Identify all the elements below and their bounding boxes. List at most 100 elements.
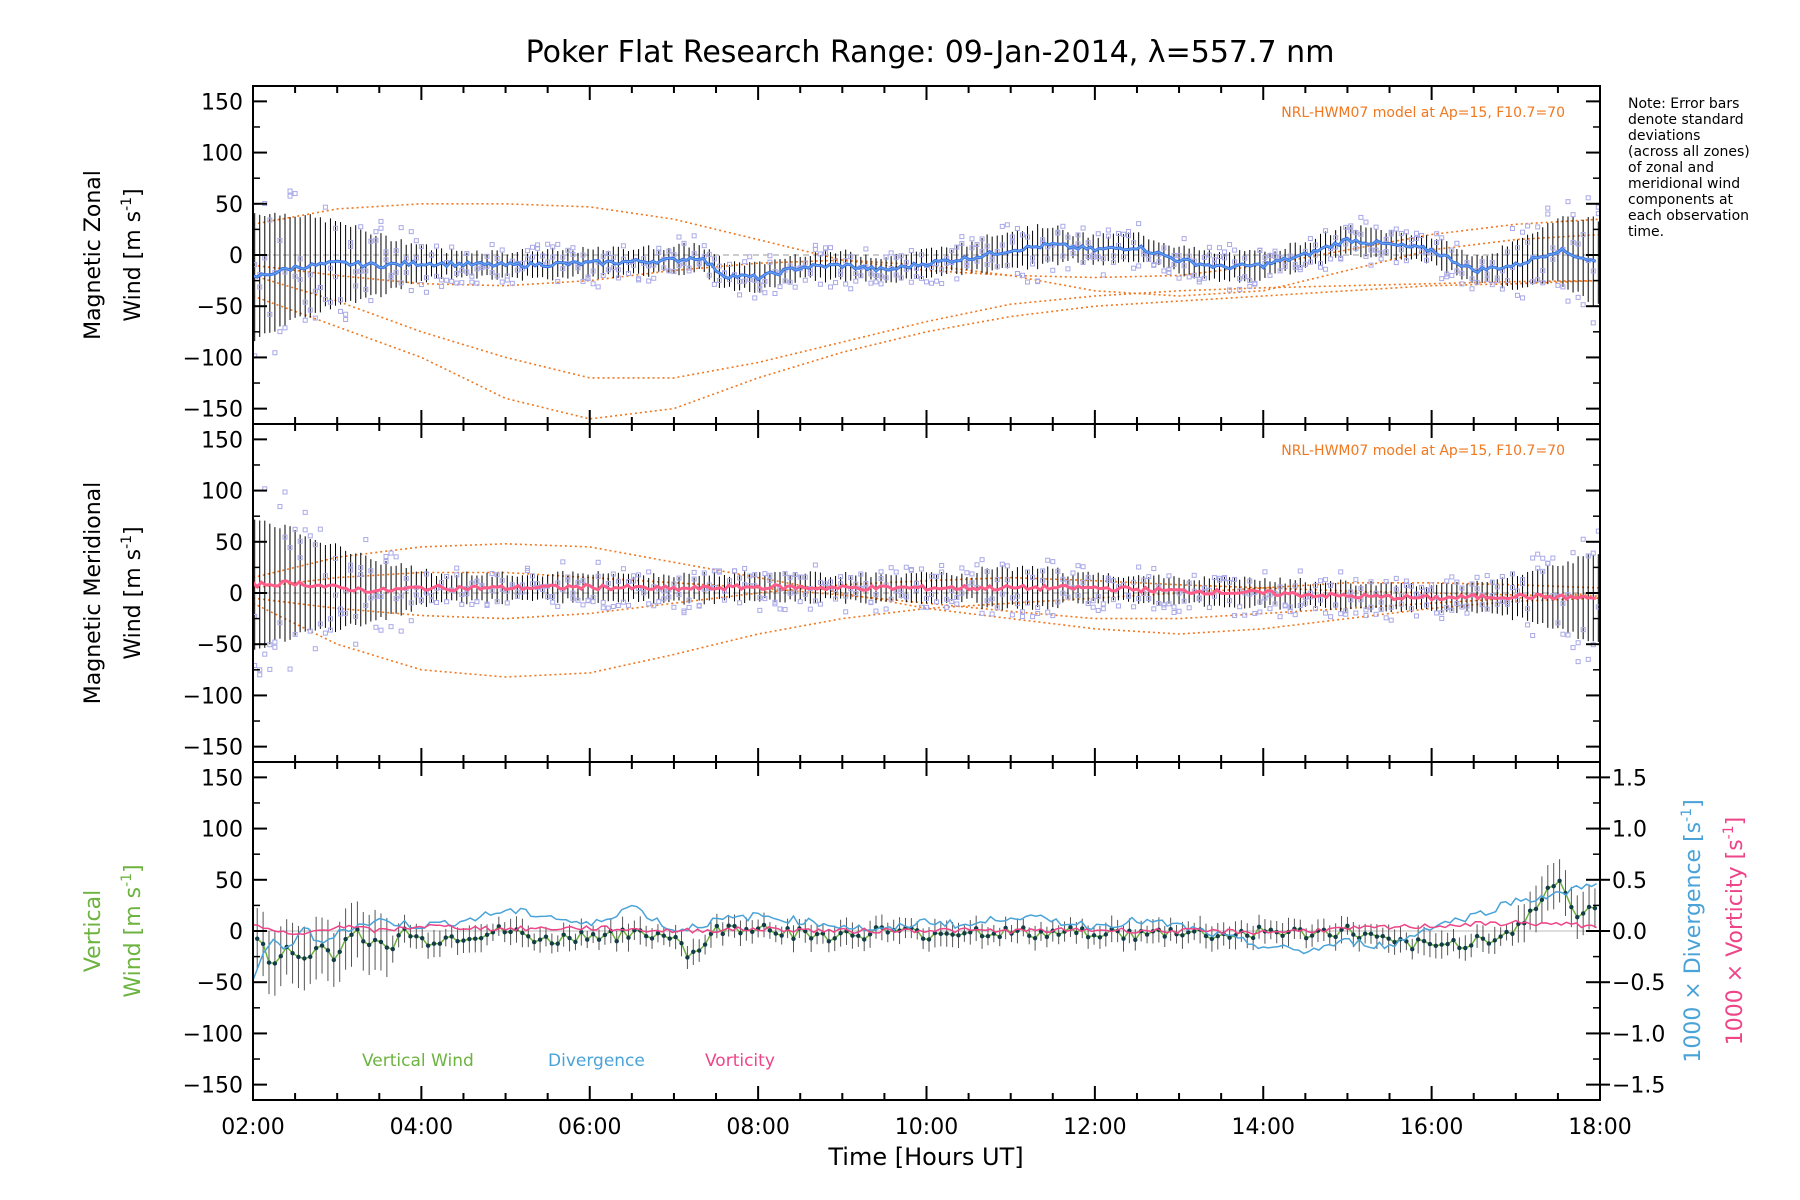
zone-sample	[1040, 568, 1046, 574]
zone-sample	[1201, 275, 1207, 281]
zone-sample	[1560, 284, 1566, 290]
zone-sample	[641, 590, 647, 596]
zone-sample	[262, 651, 268, 657]
vertical-wind-point	[779, 933, 784, 938]
zone-sample	[646, 569, 652, 575]
zonal-y-ticks: −150 −100 −50 0 50 100 150	[183, 86, 1601, 424]
vertical-wind-point	[337, 949, 342, 954]
zone-sample	[908, 566, 914, 572]
zone-sample	[363, 602, 369, 608]
zone-sample	[413, 255, 419, 261]
zone-sample	[1499, 598, 1505, 604]
zone-sample	[999, 223, 1005, 229]
zone-sample	[439, 579, 445, 585]
zone-sample	[307, 533, 313, 539]
zone-sample	[1459, 281, 1465, 287]
zone-sample	[378, 627, 384, 633]
zone-sample	[797, 599, 803, 605]
zone-sample	[413, 238, 419, 244]
zone-sample	[403, 270, 409, 276]
vertical-wind-point	[1021, 925, 1026, 930]
zone-sample	[1494, 275, 1500, 281]
zone-sample	[706, 251, 712, 257]
vertical-wind-point	[767, 928, 773, 933]
zone-sample	[1333, 235, 1339, 241]
zone-sample	[833, 596, 839, 602]
zone-sample	[1540, 280, 1546, 286]
zone-sample	[545, 241, 551, 247]
zone-sample	[1403, 258, 1409, 264]
zone-sample	[595, 559, 601, 565]
vertical-wind-point	[1445, 941, 1450, 947]
vertical-wind-point	[1333, 934, 1338, 940]
zone-sample	[1424, 602, 1430, 608]
zone-sample	[302, 527, 308, 533]
zone-sample	[514, 593, 520, 599]
zone-sample	[297, 277, 303, 283]
vertical-wind-point	[425, 943, 431, 948]
zone-sample	[272, 644, 278, 650]
vertical-panel-series	[252, 878, 1598, 981]
zone-sample	[444, 573, 450, 579]
zone-sample	[449, 278, 455, 284]
zone-sample	[428, 252, 434, 258]
zone-sample	[469, 273, 475, 279]
zone-sample	[1570, 239, 1576, 245]
zone-sample	[737, 600, 743, 606]
vertical-wind-point	[1410, 946, 1415, 952]
zone-sample	[636, 277, 642, 283]
meridional-ylabel-line1: Magnetic Meridional	[81, 482, 106, 704]
zone-sample	[671, 269, 677, 275]
zone-sample	[302, 299, 308, 305]
zone-sample	[1413, 591, 1419, 597]
zone-sample	[322, 296, 328, 302]
zone-sample	[1025, 600, 1031, 606]
zone-sample	[1110, 578, 1116, 584]
y-tick-label: 0	[229, 582, 243, 607]
zone-sample	[817, 281, 823, 287]
vertical-wind-point	[1527, 908, 1533, 913]
vertical-wind-point	[1415, 937, 1421, 942]
y2-tick-label: 1.5	[1612, 766, 1647, 791]
zone-sample	[757, 287, 763, 293]
zone-sample	[530, 254, 536, 260]
zone-sample	[762, 278, 768, 284]
zone-sample	[287, 666, 293, 672]
zone-sample	[974, 258, 980, 264]
vertical-wind-point	[950, 932, 955, 937]
zone-sample	[368, 298, 374, 304]
zone-sample	[631, 573, 637, 579]
zone-sample	[1479, 259, 1485, 265]
zone-sample	[560, 266, 566, 272]
zone-sample	[1186, 605, 1192, 611]
zone-sample	[1030, 255, 1036, 261]
zone-sample	[701, 570, 707, 576]
x-axis-ticks: 02:00 04:00 06:00 08:00 10:00 12:00 14:00 16:00…	[221, 1115, 1631, 1140]
zone-sample	[939, 562, 945, 568]
zonal-model-label: NRL-HWM07 model at Ap=15, F10.7=70	[1281, 105, 1565, 121]
zone-sample	[1247, 578, 1253, 584]
zone-sample	[681, 610, 687, 616]
vertical-wind-point	[302, 956, 307, 961]
zone-sample	[1312, 252, 1318, 258]
zone-sample	[651, 603, 657, 609]
zone-sample	[1343, 608, 1349, 614]
zone-sample	[1292, 264, 1298, 270]
zone-sample	[1085, 601, 1091, 607]
zone-sample	[358, 224, 364, 230]
zone-sample	[757, 282, 763, 288]
zone-sample	[1060, 223, 1066, 229]
zone-sample	[898, 253, 904, 259]
zone-sample	[1459, 585, 1465, 591]
zone-sample	[1388, 604, 1394, 610]
zone-sample	[913, 580, 919, 586]
zone-sample	[1065, 234, 1071, 240]
zone-sample	[1176, 253, 1182, 259]
vertical-wind-point	[761, 922, 767, 928]
zone-sample	[459, 591, 465, 597]
zone-sample	[1575, 659, 1581, 665]
zone-sample	[1166, 601, 1172, 607]
zone-sample	[524, 248, 530, 254]
zone-sample	[348, 562, 354, 568]
zone-sample	[398, 628, 404, 634]
